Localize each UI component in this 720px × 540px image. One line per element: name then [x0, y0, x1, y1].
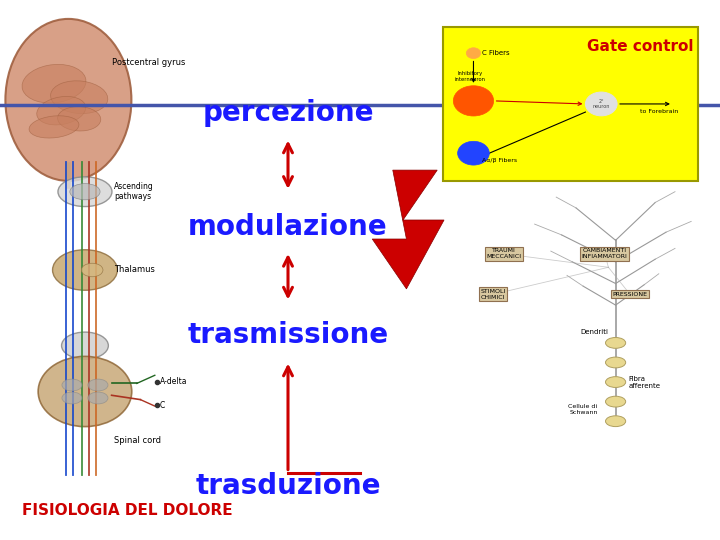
Text: Cellule di
Schwann: Cellule di Schwann — [569, 404, 598, 415]
Ellipse shape — [58, 106, 101, 131]
Ellipse shape — [70, 184, 100, 200]
Ellipse shape — [62, 379, 82, 391]
Polygon shape — [372, 170, 444, 289]
Text: Ascending
pathways: Ascending pathways — [114, 182, 153, 201]
Text: Postcentral gyrus: Postcentral gyrus — [112, 58, 185, 66]
Ellipse shape — [29, 116, 79, 138]
Circle shape — [467, 48, 481, 58]
Ellipse shape — [38, 356, 132, 427]
Text: TRAUMI
MECCANICI: TRAUMI MECCANICI — [487, 248, 521, 259]
Text: trasmissione: trasmissione — [187, 321, 389, 349]
Text: trasduzione: trasduzione — [195, 472, 381, 500]
Text: modulazione: modulazione — [188, 213, 388, 241]
Ellipse shape — [606, 357, 626, 368]
Ellipse shape — [606, 377, 626, 388]
Text: Fibra
afferente: Fibra afferente — [629, 375, 660, 389]
Text: to Forebrain: to Forebrain — [639, 109, 678, 114]
Ellipse shape — [50, 81, 108, 113]
Ellipse shape — [61, 332, 108, 359]
Text: Spinal cord: Spinal cord — [114, 436, 161, 444]
Ellipse shape — [58, 177, 112, 206]
Text: PRESSIONE: PRESSIONE — [613, 292, 647, 297]
Text: C: C — [160, 401, 165, 409]
Text: Gate control: Gate control — [587, 39, 693, 55]
Ellipse shape — [81, 263, 103, 276]
Ellipse shape — [53, 249, 117, 291]
Text: FISIOLOGIA DEL DOLORE: FISIOLOGIA DEL DOLORE — [22, 503, 233, 518]
Ellipse shape — [606, 416, 626, 427]
FancyBboxPatch shape — [443, 27, 698, 181]
Ellipse shape — [88, 392, 108, 404]
Ellipse shape — [62, 392, 82, 404]
Text: A-delta: A-delta — [160, 377, 187, 386]
Ellipse shape — [22, 64, 86, 103]
Text: Inhibitory
interneuron: Inhibitory interneuron — [454, 71, 485, 82]
Ellipse shape — [606, 396, 626, 407]
Text: Dendriti: Dendriti — [580, 329, 608, 335]
Ellipse shape — [6, 19, 132, 181]
Circle shape — [585, 92, 617, 116]
Circle shape — [458, 141, 490, 165]
Text: Aα/β Fibers: Aα/β Fibers — [482, 158, 517, 163]
Ellipse shape — [88, 379, 108, 391]
Text: 2°
neuron: 2° neuron — [593, 98, 610, 109]
Circle shape — [454, 86, 494, 116]
Text: C Fibers: C Fibers — [482, 50, 510, 56]
Text: CAMBIAMENTI
INFIAMMATORI: CAMBIAMENTI INFIAMMATORI — [582, 248, 628, 259]
Ellipse shape — [37, 97, 86, 125]
Text: STIMOLI
CHIMICI: STIMOLI CHIMICI — [480, 289, 506, 300]
Ellipse shape — [606, 338, 626, 348]
Text: percezione: percezione — [202, 99, 374, 127]
Text: Thalamus: Thalamus — [114, 266, 155, 274]
